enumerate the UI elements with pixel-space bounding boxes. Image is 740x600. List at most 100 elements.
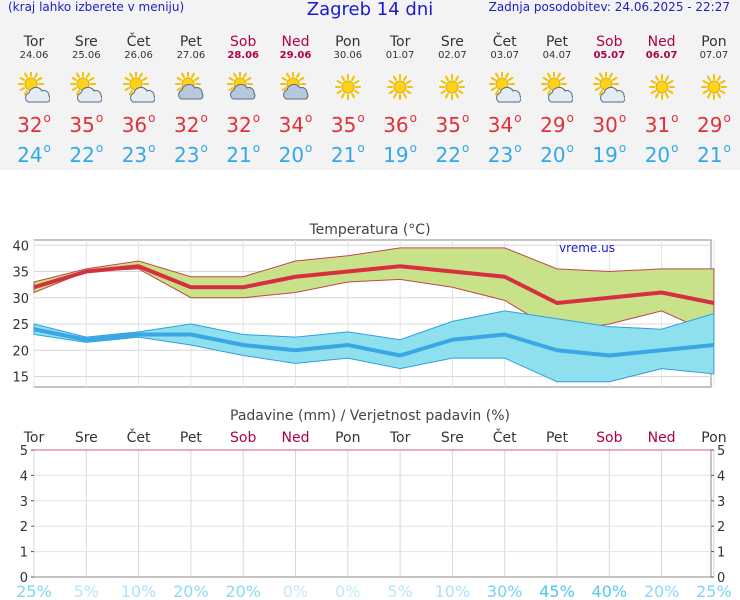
precipitation-probability: 20% — [225, 582, 261, 600]
precipitation-probability: 10% — [435, 582, 471, 600]
max-temperature: 31o — [644, 111, 679, 137]
min-temperature: 20o — [540, 141, 574, 167]
day-name: Čet — [492, 34, 517, 50]
min-temperature: 21o — [226, 141, 261, 167]
precipitation-probability: 5% — [74, 582, 99, 600]
temp-y-tick-label: 20 — [12, 344, 29, 359]
day-name: Tor — [23, 34, 45, 50]
precip-day-label: Tor — [389, 430, 411, 446]
day-date: 07.07 — [699, 50, 729, 61]
temperature-line — [33, 327, 715, 358]
precip-day-label: Pet — [546, 430, 569, 446]
precipitation-probability: 30% — [487, 582, 523, 600]
precipitation-probability: 45% — [539, 582, 575, 600]
day-date: 06.07 — [645, 50, 678, 61]
max-temperature: 36o — [121, 111, 156, 137]
precip-y-tick-label-right: 4 — [717, 469, 725, 484]
precip-y-tick-label-left: 5 — [20, 444, 28, 459]
day-name: Čet — [126, 34, 151, 50]
day-date: 02.07 — [438, 50, 467, 61]
max-temperature: 35o — [330, 111, 365, 137]
precip-day-label: Čet — [493, 428, 517, 446]
day-name: Pet — [545, 34, 569, 50]
precip-y-tick-label-left: 3 — [20, 495, 28, 510]
precip-y-tick-label-right: 0 — [717, 571, 725, 586]
precip-day-label: Sob — [596, 430, 622, 446]
sun-icon — [700, 74, 727, 100]
precip-day-label: Sre — [75, 430, 98, 446]
temp-y-tick-label: 15 — [12, 371, 29, 386]
max-temperature: 30o — [592, 111, 627, 137]
precipitation-probability: 25% — [696, 582, 732, 600]
temp-y-tick-label: 25 — [12, 318, 29, 333]
day-date: 24.06 — [19, 50, 49, 61]
day-date: 26.06 — [124, 50, 153, 61]
precip-day-label: Tor — [23, 430, 45, 446]
min-temperature: 23o — [173, 141, 208, 167]
cloudy-sun-icon — [227, 72, 256, 100]
sun-icon — [387, 74, 414, 100]
precipitation-probability: 25% — [16, 582, 52, 600]
day-date: 05.07 — [593, 50, 626, 61]
day-name: Sre — [440, 34, 464, 50]
precip-day-label: Pon — [701, 430, 726, 446]
day-name: Sre — [74, 34, 98, 50]
min-temperature: 23o — [121, 141, 156, 167]
temp-y-tick-label: 40 — [12, 239, 29, 254]
precip-y-tick-label-right: 3 — [717, 495, 725, 510]
day-date: 03.07 — [490, 50, 519, 61]
chart-watermark: vreme.us — [559, 241, 615, 255]
min-temperature: 19o — [592, 141, 627, 167]
day-name: Pet — [179, 34, 202, 50]
day-name: Ned — [647, 34, 676, 50]
min-temperature: 21o — [696, 141, 731, 167]
sun-icon — [439, 74, 466, 100]
precip-day-label: Sre — [441, 430, 464, 446]
day-date: 01.07 — [385, 50, 415, 61]
day-date: 29.06 — [279, 50, 312, 61]
precip-day-label: Ned — [282, 430, 310, 446]
precipitation-probability: 0% — [335, 582, 360, 600]
min-temperature: 23o — [487, 141, 522, 167]
day-date: 30.06 — [333, 50, 363, 61]
max-temperature: 34o — [278, 111, 313, 137]
location-menu-hint[interactable]: (kraj lahko izberete v meniju) — [8, 0, 185, 14]
precipitation-probability: 10% — [121, 582, 157, 600]
precip-day-label: Pet — [180, 430, 203, 446]
max-temperature: 36o — [383, 111, 417, 137]
max-temperature: 34o — [487, 111, 522, 137]
sun-partly-cloudy-icon — [541, 72, 573, 103]
cloudy-sun-icon — [174, 72, 204, 100]
max-temperature: 35o — [435, 111, 470, 137]
max-temperature: 29o — [540, 111, 574, 137]
precipitation-probability: 5% — [387, 582, 412, 600]
precip-chart-title: Padavine (mm) / Verjetnost padavin (%) — [230, 408, 510, 424]
precip-day-label: Ned — [648, 430, 676, 446]
precip-y-tick-label-left: 0 — [20, 571, 28, 586]
day-name: Pon — [701, 34, 727, 50]
day-date: 25.06 — [71, 50, 101, 61]
min-temperature: 24o — [17, 141, 51, 167]
max-temperature: 32o — [17, 111, 51, 137]
page-title: Zagreb 14 dni — [306, 0, 434, 20]
precip-y-tick-label-right: 1 — [717, 546, 725, 561]
precip-y-tick-label-left: 1 — [20, 546, 28, 561]
min-temperature: 19o — [383, 141, 417, 167]
day-name: Tor — [389, 34, 411, 50]
day-name: Sob — [596, 34, 623, 50]
day-name: Sob — [230, 34, 257, 50]
temp-chart-title: Temperatura (°C) — [308, 222, 430, 238]
precip-day-label: Čet — [127, 428, 151, 446]
precip-y-tick-label-left: 2 — [20, 520, 28, 535]
precip-y-tick-label-left: 4 — [20, 469, 28, 484]
max-temperature: 32o — [226, 111, 261, 137]
precip-day-label: Sob — [230, 430, 256, 446]
max-temperature: 32o — [173, 111, 208, 137]
precipitation-probability: 20% — [173, 582, 209, 600]
precipitation-probability: 0% — [283, 582, 308, 600]
precipitation-chart: Padavine (mm) / Verjetnost padavin (%) To… — [16, 408, 732, 600]
day-date: 04.07 — [542, 50, 572, 61]
day-name: Pon — [335, 34, 361, 50]
temp-y-tick-label: 35 — [12, 266, 29, 281]
precip-day-label: Pon — [335, 430, 360, 446]
